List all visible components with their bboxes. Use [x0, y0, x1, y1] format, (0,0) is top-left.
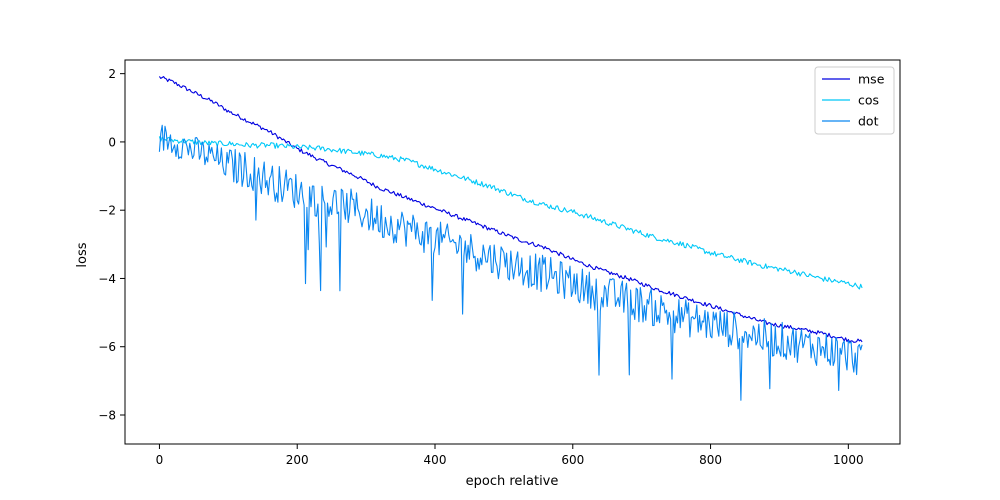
series-line-mse	[158, 76, 863, 343]
y-tick-label: −8	[98, 408, 116, 422]
x-axis-ticks: 0 200 400 600 800 1000	[156, 444, 864, 467]
legend: mse cos dot	[814, 66, 895, 135]
x-tick-label: 400	[424, 453, 447, 467]
y-tick-label: −4	[98, 272, 116, 286]
plot-area-frame	[124, 59, 901, 445]
x-tick-label: 200	[286, 453, 309, 467]
series-lines	[158, 76, 863, 401]
y-tick-label: −6	[98, 340, 116, 354]
x-tick-label: 600	[561, 453, 584, 467]
legend-label-dot: dot	[858, 114, 879, 129]
series-line-dot	[158, 124, 863, 401]
y-tick-label: 2	[108, 67, 116, 81]
x-tick-label: 1000	[833, 453, 864, 467]
x-tick-label: 800	[699, 453, 722, 467]
series-line-cos	[158, 136, 863, 290]
y-axis-label: loss	[75, 242, 90, 267]
legend-label-cos: cos	[858, 93, 879, 108]
x-tick-label: 0	[156, 453, 164, 467]
legend-box	[814, 66, 895, 135]
y-axis-ticks: 2 0 −2 −4 −6 −8	[98, 67, 125, 422]
x-axis-label: epoch relative	[466, 474, 559, 489]
y-tick-label: −2	[98, 204, 116, 218]
legend-label-mse: mse	[858, 72, 885, 87]
y-tick-label: 0	[108, 135, 116, 149]
